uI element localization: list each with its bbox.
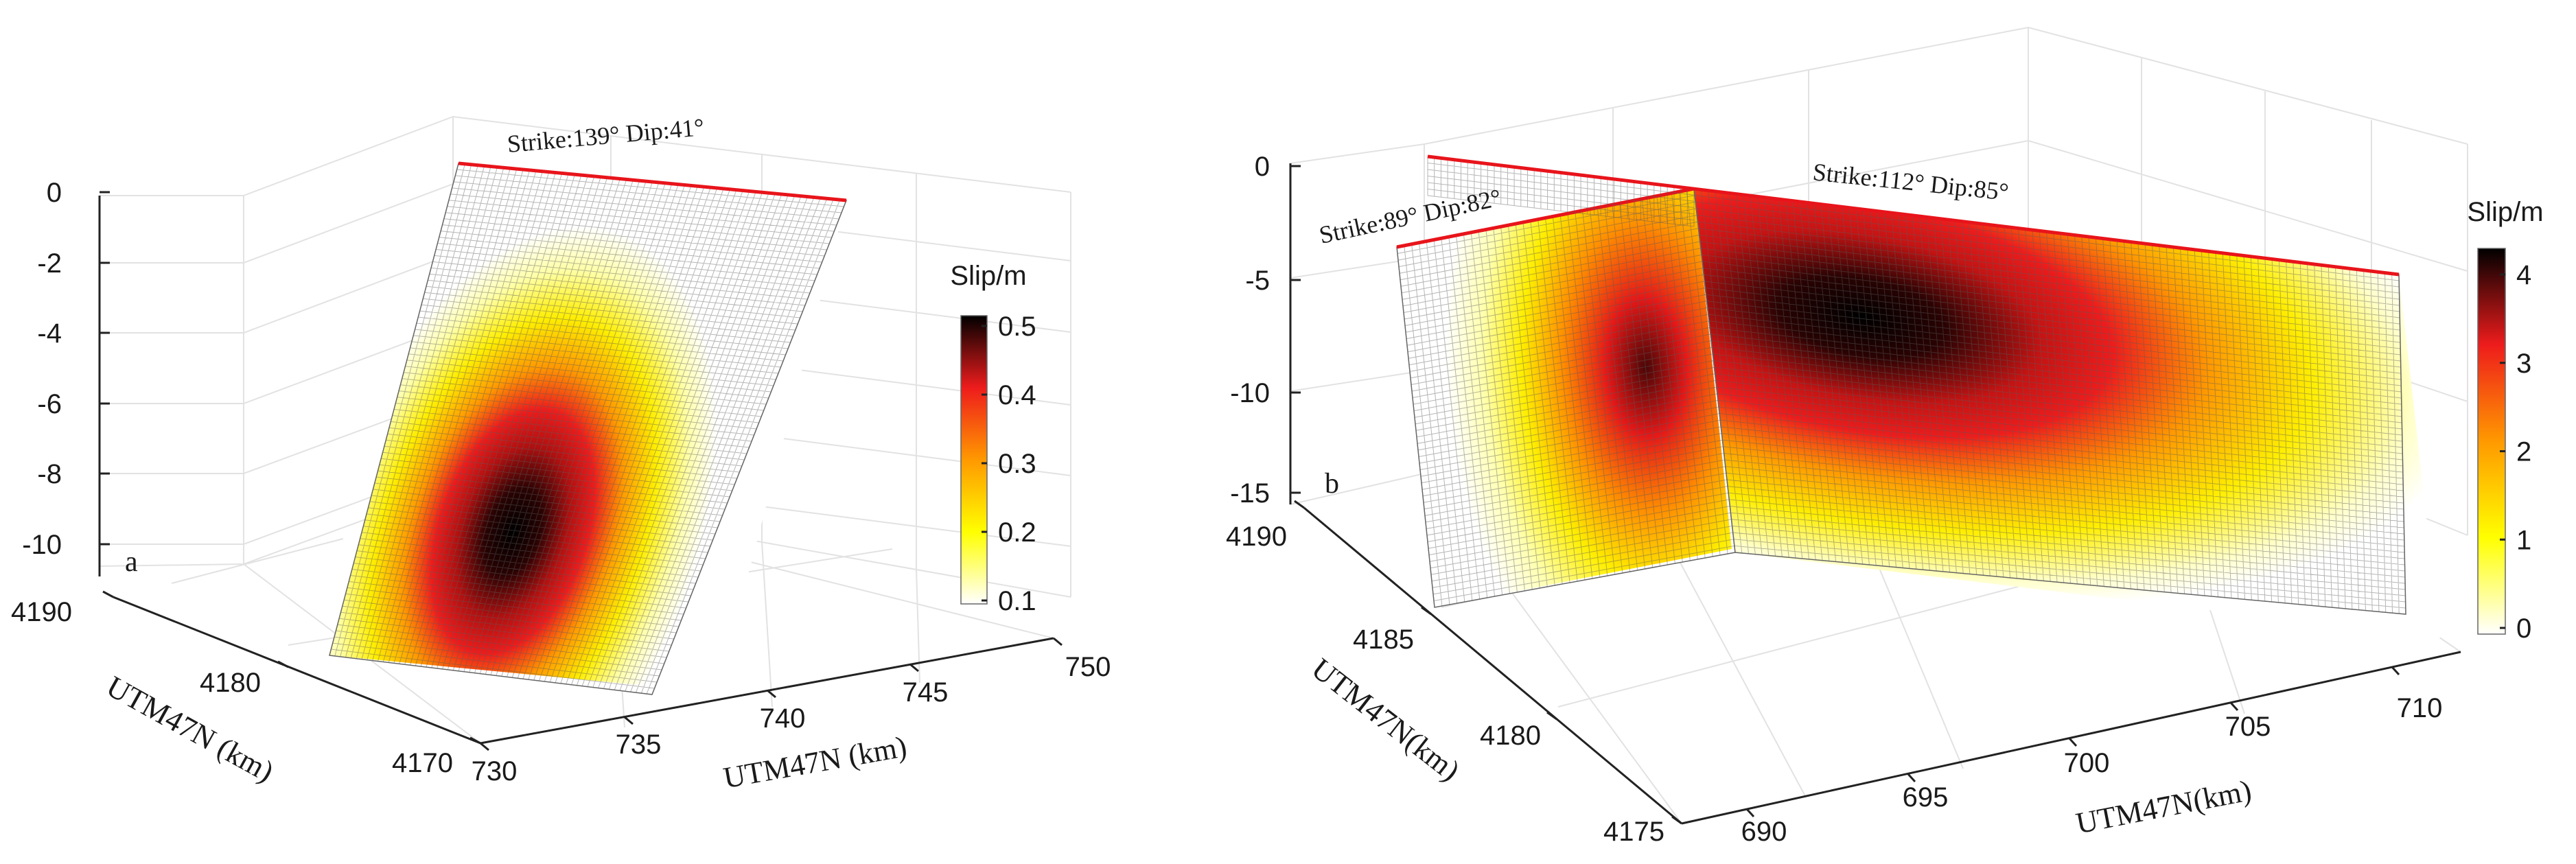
- colorbar-tick-label: 0.4: [998, 380, 1036, 410]
- z-tick: 0: [1255, 152, 1301, 182]
- z-tick-label: -10: [22, 530, 62, 560]
- z-tick-label: -4: [37, 318, 62, 349]
- panel-a-x-axis-label: UTM47N (km): [721, 729, 909, 795]
- panel-b-label: b: [1325, 468, 1339, 500]
- panel-b-y-ticks: 4190 4185 4180 4175: [1226, 500, 1682, 847]
- colorbar-tick-label: 0.1: [998, 586, 1036, 616]
- x-tick: 695: [1903, 773, 1949, 813]
- y-tick: 4170: [392, 736, 481, 778]
- z-tick: 0: [47, 178, 110, 208]
- colorbar-title: Slip/m: [950, 261, 1026, 291]
- panel-b-axes: [1289, 163, 2461, 825]
- y-tick: 4185: [1353, 606, 1432, 655]
- panel-a-x-ticks: 730 735 740 745 750: [472, 637, 1111, 786]
- x-tick-label: 700: [2064, 748, 2110, 778]
- y-tick-label: 4180: [1480, 721, 1541, 751]
- panel-a-z-ticks: 0 -2 -4 -6 -8 -10: [22, 178, 110, 560]
- x-tick: 710: [2391, 666, 2443, 723]
- panel-a-fault-trace: [458, 161, 847, 202]
- z-tick: -10: [22, 530, 110, 560]
- y-tick: 4180: [200, 660, 289, 698]
- panel-a-fault-plane: [329, 161, 848, 695]
- x-tick-label: 745: [903, 677, 949, 708]
- x-tick: 745: [903, 663, 949, 708]
- colorbar-tick-label: 0.5: [998, 312, 1036, 342]
- panel-b-fault-annotation-2: Strike:112° Dip:85°: [1811, 158, 2010, 206]
- z-tick-label: 0: [47, 178, 62, 208]
- colorbar-tick-label: 0.2: [998, 517, 1036, 548]
- y-tick-label: 4190: [11, 597, 72, 627]
- panel-b-x-ticks: 690 695 700 705 710: [1741, 666, 2443, 847]
- panel-a: 0 -2 -4 -6 -8 -10 4190 4180 4170 UTM47N …: [11, 113, 1111, 795]
- x-tick: 740: [760, 689, 806, 734]
- z-tick: -15: [1230, 478, 1301, 509]
- x-tick-label: 705: [2225, 712, 2271, 742]
- z-tick: -6: [37, 389, 110, 419]
- z-tick: -5: [1245, 266, 1301, 296]
- panel-a-colorbar: Slip/m 0.1 0.2 0.3 0.4 0.5: [950, 261, 1036, 616]
- fault-mesh: [1427, 156, 1695, 227]
- z-tick-label: -15: [1230, 478, 1270, 509]
- panel-b-colorbar: Slip/m 0 1 2 3 4: [2467, 197, 2543, 644]
- x-tick-label: 730: [472, 756, 518, 786]
- y-tick-label: 4170: [392, 748, 453, 778]
- x-tick: 705: [2225, 701, 2271, 742]
- panel-b-fault-trace-2: [1427, 154, 2400, 277]
- x-tick-label: 710: [2397, 693, 2443, 723]
- panel-a-label: a: [125, 546, 138, 578]
- y-tick-label: 4175: [1603, 817, 1664, 847]
- colorbar-tick-label: 4: [2516, 260, 2531, 290]
- panel-a-y-ticks: 4190 4180 4170: [11, 590, 481, 778]
- panel-b: 0 -5 -10 -15 4190 4185 4180 4175 UTM47N(…: [1226, 26, 2544, 847]
- y-tick-label: 4190: [1226, 522, 1287, 552]
- z-tick-label: -2: [37, 248, 62, 279]
- z-tick: -10: [1230, 378, 1301, 408]
- x-tick-label: 740: [760, 703, 806, 734]
- colorbar-tick-label: 3: [2516, 349, 2531, 379]
- colorbar-tick-label: 1: [2516, 525, 2531, 555]
- z-tick: -2: [37, 248, 110, 279]
- y-tick: 4175: [1603, 815, 1682, 847]
- y-tick: 4190: [1226, 500, 1305, 552]
- x-tick: 690: [1741, 808, 1787, 847]
- x-tick: 735: [616, 716, 662, 760]
- panel-b-z-ticks: 0 -5 -10 -15: [1230, 152, 1301, 509]
- z-tick: -8: [37, 459, 110, 489]
- y-tick: 4190: [11, 590, 114, 627]
- z-tick-label: -10: [1230, 378, 1270, 408]
- colorbar-tick-label: 0: [2516, 614, 2531, 644]
- panel-a-axes: [98, 196, 1054, 745]
- x-tick-label: 690: [1741, 817, 1787, 847]
- panel-a-fault-annotation: Strike:139° Dip:41°: [506, 113, 705, 158]
- z-tick-label: 0: [1255, 152, 1270, 182]
- colorbar-tick-label: 0.3: [998, 449, 1036, 479]
- panel-b-fault-plane-1: [1396, 187, 1736, 608]
- x-tick: 730: [472, 742, 518, 786]
- x-tick-label: 750: [1065, 652, 1111, 682]
- z-tick-label: -5: [1245, 266, 1270, 296]
- x-tick: 700: [2064, 737, 2110, 778]
- x-tick: 750: [1053, 637, 1111, 682]
- x-tick-label: 735: [616, 729, 662, 760]
- y-tick: 4180: [1480, 711, 1557, 751]
- panel-b-fault-trace-1: [1396, 187, 1695, 249]
- z-tick-label: -8: [37, 459, 62, 489]
- panel-b-fault-plane-2: [1427, 154, 2440, 638]
- colorbar-tick-label: 2: [2516, 437, 2531, 467]
- panel-b-x-axis-label: UTM47N(km): [2073, 773, 2254, 841]
- colorbar-title: Slip/m: [2467, 197, 2543, 227]
- z-tick-label: -6: [37, 389, 62, 419]
- x-tick-label: 695: [1903, 782, 1949, 813]
- z-tick: -4: [37, 318, 110, 349]
- panel-b-y-axis-label: UTM47N(km): [1306, 652, 1466, 788]
- y-tick-label: 4185: [1353, 624, 1414, 655]
- y-tick-label: 4180: [200, 668, 261, 698]
